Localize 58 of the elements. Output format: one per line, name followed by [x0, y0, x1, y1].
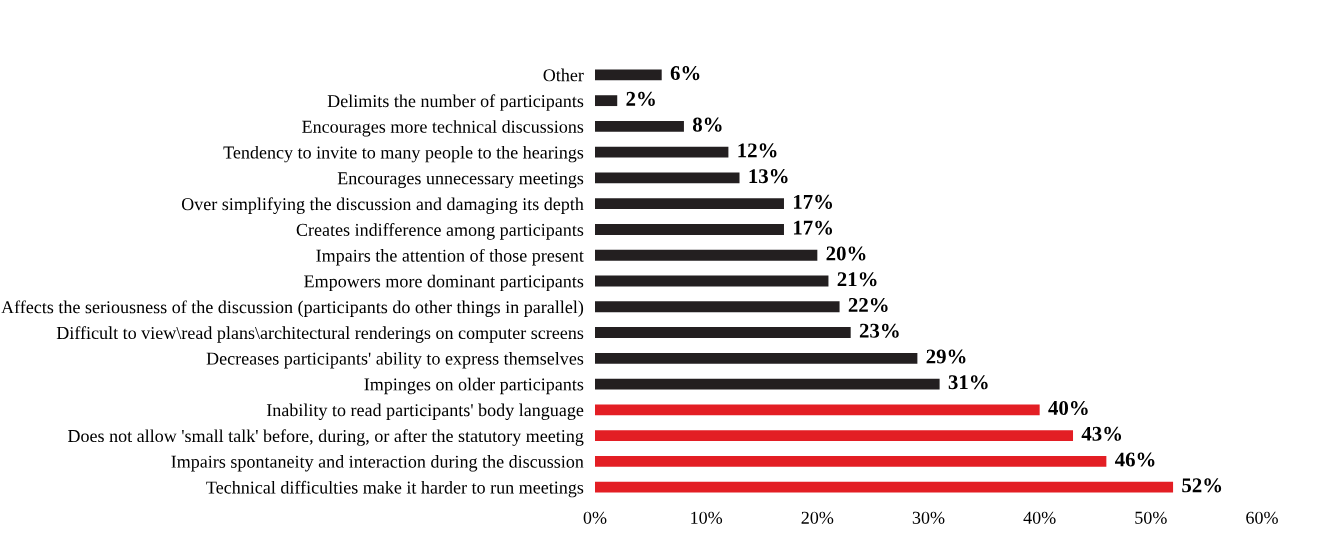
bar — [595, 352, 918, 364]
data-label: 8% — [692, 117, 722, 132]
data-label: 21% — [837, 272, 877, 287]
data-label: 20% — [826, 246, 866, 261]
data-label: 46% — [1114, 452, 1155, 467]
bar — [595, 198, 784, 210]
y-tick-label: Impinges on older participants — [364, 377, 584, 395]
x-tick-label: 60% — [1246, 511, 1278, 524]
bar — [595, 95, 618, 107]
data-label: 2% — [626, 91, 655, 106]
y-tick-label: Other — [543, 68, 584, 82]
bar — [595, 430, 1074, 441]
data-label: 29% — [926, 349, 966, 364]
bar — [595, 404, 1040, 416]
bar — [595, 378, 940, 390]
x-tick-label: 40% — [1023, 511, 1056, 524]
data-label: 43% — [1081, 426, 1122, 441]
y-tick-label: Impairs the attention of those present — [316, 248, 584, 266]
data-label: 17% — [793, 220, 833, 235]
y-tick-label: Decreases participants' ability to express themselves — [206, 352, 584, 369]
y-tick-label: Creates indifference among participants — [296, 223, 584, 240]
x-tick-label: 50% — [1135, 511, 1167, 524]
y-tick-label: Impairs spontaneity and interaction during the discussion — [171, 455, 584, 472]
bar — [595, 146, 729, 158]
data-label: 52% — [1182, 478, 1222, 493]
bar — [595, 121, 684, 132]
y-tick-label: Difficult to view\read plans\architectural renderings on computer screens — [56, 326, 584, 343]
y-tick-label: Technical difficulties make it harder to run meetings — [206, 480, 584, 498]
y-tick-label: Encourages unnecessary meetings — [337, 172, 584, 189]
data-label: 12% — [738, 143, 777, 158]
data-label: 31% — [948, 375, 988, 390]
bar — [595, 69, 662, 81]
bar — [595, 224, 784, 235]
x-tick-label: 30% — [912, 511, 945, 524]
data-label: 17% — [793, 194, 833, 209]
y-tick-label: Encourages more technical discussions — [302, 120, 584, 137]
y-tick-label: Tendency to invite to many people to the hearings — [223, 145, 584, 163]
y-tick-label: Does not allow 'small talk' before, during, or after the statutory meeting — [67, 429, 584, 446]
y-tick-label: Affects the seriousness of the discussion (participants do other things in parallel) — [1, 300, 584, 318]
y-tick-label: Inability to read participants' body language — [266, 403, 584, 420]
x-tick-label: 0% — [583, 511, 607, 524]
bar — [595, 249, 818, 261]
bar — [595, 481, 1174, 493]
bar — [595, 455, 1107, 467]
data-label: 40% — [1048, 400, 1088, 416]
bar — [595, 327, 851, 338]
x-tick-label: 10% — [691, 511, 723, 524]
bar — [595, 301, 840, 313]
data-label: 13% — [749, 169, 788, 184]
data-label: 6% — [670, 66, 700, 81]
data-label: 22% — [848, 297, 888, 313]
y-tick-label: Delimits the number of participants — [327, 94, 584, 111]
bar — [595, 172, 740, 184]
x-tick-label: 20% — [801, 511, 834, 524]
data-label: 23% — [859, 323, 899, 338]
y-tick-label: Empowers more dominant participants — [304, 274, 584, 292]
y-tick-label: Over simplifying the discussion and damaging its depth — [181, 197, 584, 214]
bar — [595, 275, 829, 287]
